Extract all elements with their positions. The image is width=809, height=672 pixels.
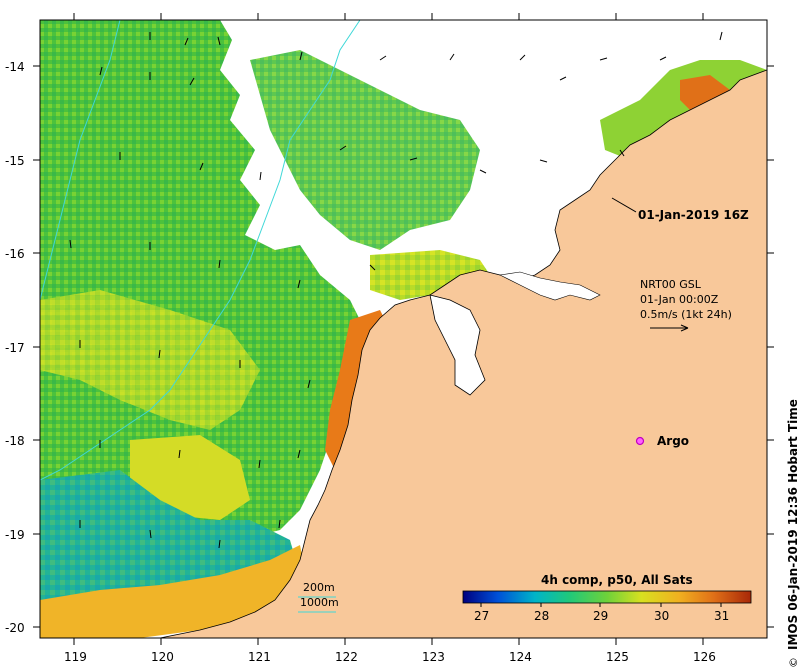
timestamp-label: 01-Jan-2019 16Z: [638, 208, 749, 222]
colorbar-tick-28: 28: [534, 609, 549, 623]
colorbar-title: 4h comp, p50, All Sats: [541, 573, 693, 587]
y-tick-label: -18: [5, 434, 25, 448]
king-sound: [429, 294, 486, 396]
y-axis: [33, 65, 774, 628]
sst-field-north: [250, 50, 480, 250]
y-tick-label: -16: [5, 247, 25, 261]
current-source-label: NRT00 GSL: [640, 278, 702, 291]
contour-1000m: [40, 20, 121, 301]
sst-field-warm-west: [40, 290, 260, 430]
current-time-label: 01-Jan 00:00Z: [640, 293, 719, 306]
x-tick-label: 119: [64, 650, 87, 664]
x-axis: [73, 13, 704, 645]
imos-credit: IMOS 06-Jan-2019 12:36 Hobart Time: [786, 399, 800, 650]
sst-field-orange-south: [40, 545, 305, 638]
copyright-symbol: ©: [787, 657, 800, 668]
argo-label: Argo: [657, 434, 689, 448]
current-scale-arrowhead: [680, 324, 689, 332]
x-tick-label: 120: [151, 650, 174, 664]
contour-200m-label: 200m: [303, 581, 335, 594]
contour-1000m-label: 1000m: [300, 596, 339, 609]
y-tick-label: -15: [5, 154, 25, 168]
map-frame: [39, 19, 768, 639]
x-tick-label: 122: [335, 650, 358, 664]
x-tick-label: 121: [248, 650, 271, 664]
x-tick-label: 123: [422, 650, 445, 664]
y-tick-label: -17: [5, 341, 25, 355]
sst-field-west: [40, 20, 365, 580]
current-scale-label: 0.5m/s (1kt 24h): [640, 308, 732, 321]
current-vectors: [69, 31, 723, 549]
bay-east: [499, 271, 601, 301]
x-tick-label: 126: [693, 650, 716, 664]
colorbar-tick-30: 30: [654, 609, 669, 623]
sst-field-yellow-south: [130, 435, 250, 520]
y-tick-label: -20: [5, 621, 25, 635]
argo-float-marker[interactable]: [635, 436, 645, 446]
colorbar-tick-29: 29: [593, 609, 608, 623]
colorbar-ticks: [480, 603, 722, 607]
sst-field-northeast: [600, 60, 767, 160]
contour-200m: [40, 20, 361, 481]
y-tick-label: -19: [5, 528, 25, 542]
colorbar: [462, 590, 752, 604]
x-tick-label: 124: [509, 650, 532, 664]
x-tick-label: 125: [606, 650, 629, 664]
colorbar-tick-31: 31: [714, 609, 729, 623]
colorbar-tick-27: 27: [474, 609, 489, 623]
y-tick-label: -14: [5, 60, 25, 74]
timestamp-pointer: [611, 197, 637, 213]
